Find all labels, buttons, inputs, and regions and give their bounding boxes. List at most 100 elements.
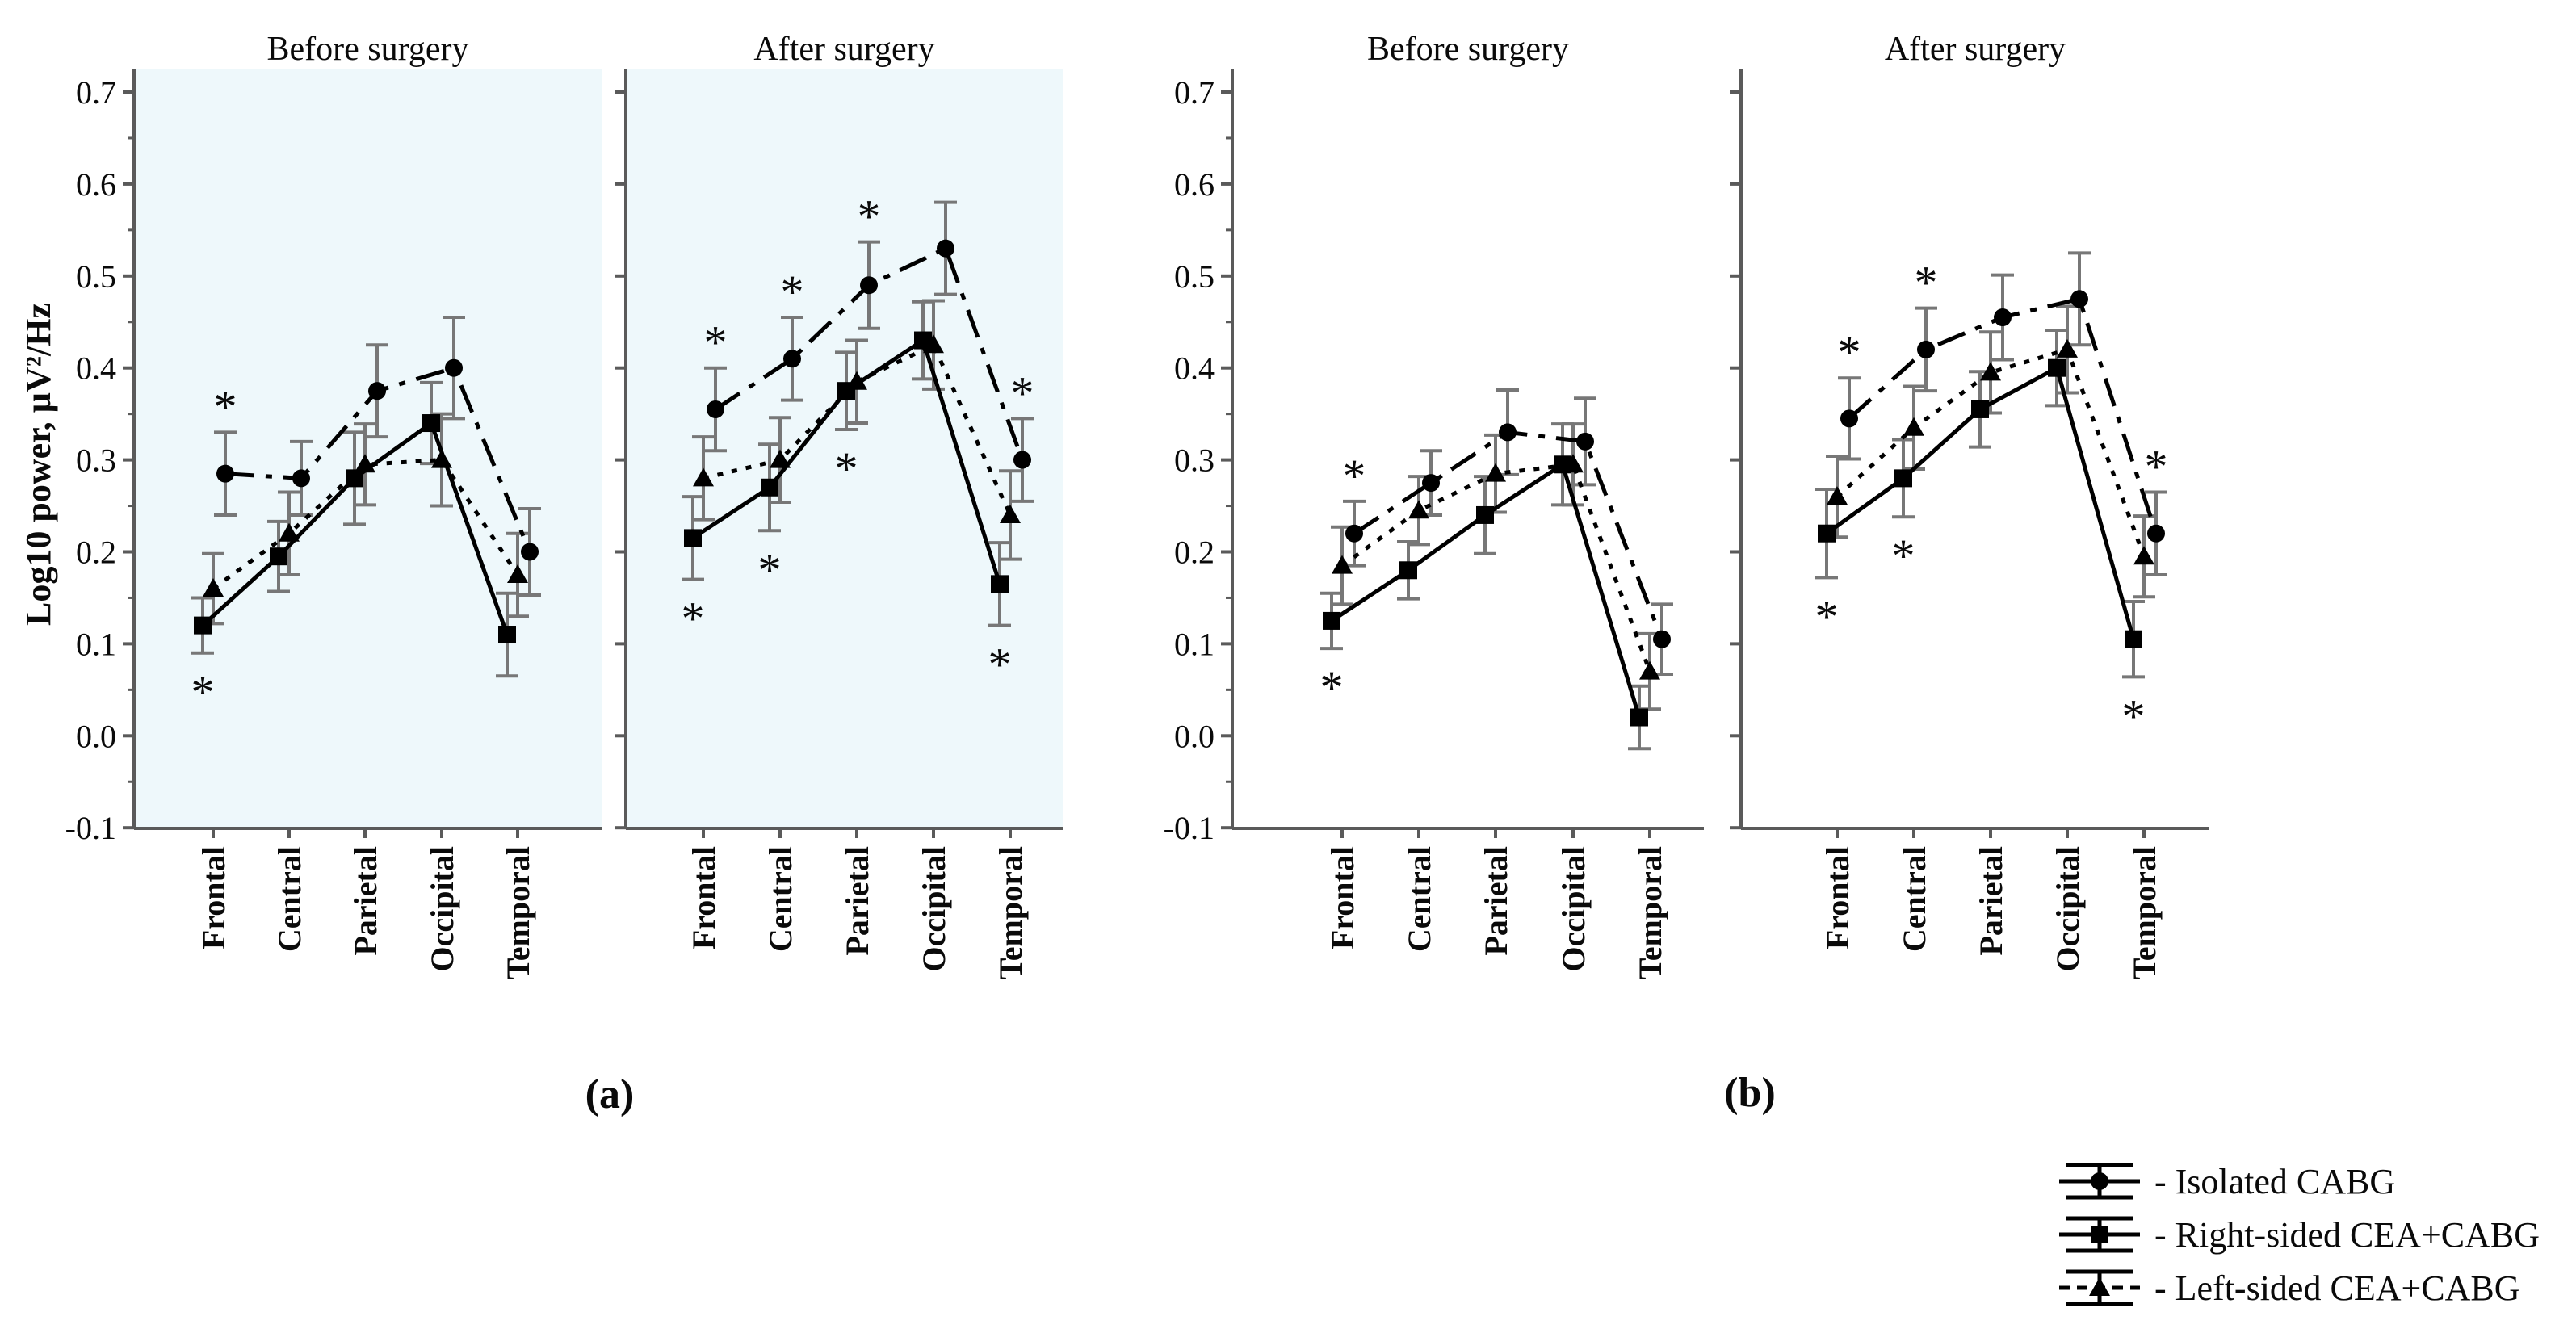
marker-triangle [279, 522, 300, 542]
marker-circle [860, 276, 878, 295]
marker-square [1399, 561, 1417, 580]
legend-label: - Isolated CABG [2154, 1162, 2395, 1201]
y-tick-label: -0.1 [1164, 810, 1215, 846]
marker-circle [445, 358, 463, 377]
marker-triangle [431, 449, 452, 468]
y-tick-label: 0.6 [76, 166, 116, 203]
y-tick-label: 0.5 [76, 258, 116, 295]
legend-label: - Right-sided CEA+CABG [2154, 1215, 2540, 1255]
significance-asterisk: * [781, 266, 804, 318]
x-category-label: Temporal [992, 846, 1029, 979]
y-tick-label: 0.4 [76, 350, 116, 387]
marker-square [991, 575, 1009, 593]
plot-background [134, 69, 602, 828]
panel-caption: (b) [1724, 1070, 1776, 1116]
x-category-label: Occipital [916, 846, 952, 972]
significance-asterisk: * [704, 316, 728, 369]
marker-circle [2070, 290, 2088, 308]
legend-label: - Left-sided CEA+CABG [2154, 1268, 2520, 1308]
x-category-label: Parietal [1478, 846, 1514, 956]
marker-circle [1653, 630, 1671, 648]
x-category-label: Frontal [1324, 846, 1361, 949]
marker-circle [1994, 308, 2012, 327]
y-tick-label: 0.3 [1174, 442, 1215, 479]
marker-triangle [2057, 338, 2078, 358]
marker-circle [1499, 423, 1517, 442]
marker-square [194, 616, 212, 635]
subplot-title: Before surgery [1367, 31, 1569, 68]
x-category-label: Frontal [1819, 846, 1856, 949]
legend-marker-square [2091, 1226, 2108, 1243]
y-tick-label: 0.0 [1174, 718, 1215, 754]
marker-circle [1345, 524, 1363, 543]
marker-triangle [923, 334, 944, 354]
x-category-label: Central [762, 846, 799, 952]
significance-asterisk: * [988, 639, 1012, 691]
marker-triangle [1563, 454, 1584, 473]
marker-square [1818, 524, 1836, 543]
marker-triangle [507, 564, 528, 583]
significance-asterisk: * [858, 191, 881, 243]
marker-triangle [693, 467, 714, 487]
marker-circle [216, 464, 234, 483]
marker-circle [1917, 340, 1935, 358]
significance-asterisk: * [1892, 530, 1915, 582]
x-category-label: Temporal [500, 846, 536, 979]
marker-circle [521, 543, 539, 561]
subplot-title: Before surgery [267, 31, 469, 68]
x-category-label: Occipital [2049, 846, 2086, 972]
y-tick-label: 0.2 [1174, 534, 1215, 571]
x-category-label: Parietal [839, 846, 875, 956]
x-category-label: Central [271, 846, 308, 952]
x-category-label: Temporal [2126, 846, 2163, 979]
significance-asterisk: * [1343, 450, 1366, 502]
x-category-label: Parietal [1973, 846, 2009, 956]
marker-square [684, 529, 702, 547]
y-tick-label: -0.1 [65, 810, 116, 846]
series-line-left_cea [212, 458, 520, 591]
y-tick-label: 0.3 [76, 442, 116, 479]
legend-marker-triangle [2089, 1277, 2110, 1296]
x-category-label: Frontal [195, 846, 232, 949]
significance-asterisk: * [1320, 661, 1344, 714]
marker-circle [707, 400, 724, 418]
series-line-left_cea [703, 342, 1013, 516]
x-category-label: Occipital [424, 846, 460, 972]
significance-asterisk: * [214, 380, 237, 433]
marker-square [1894, 469, 1912, 488]
x-category-label: Central [1896, 846, 1932, 952]
significance-asterisk: * [191, 666, 215, 719]
y-tick-label: 0.1 [1174, 626, 1215, 662]
marker-triangle [1639, 660, 1660, 680]
significance-asterisk: * [2122, 690, 2146, 742]
y-tick-label: 0.0 [76, 718, 116, 754]
y-tick-label: 0.4 [1174, 350, 1215, 387]
marker-square [1323, 611, 1340, 630]
marker-square [1971, 400, 1989, 418]
marker-square [270, 547, 287, 566]
marker-square [422, 414, 440, 433]
significance-asterisk: * [1915, 257, 1938, 309]
significance-asterisk: * [758, 543, 782, 596]
marker-triangle [203, 578, 224, 597]
legend-marker-circle [2091, 1172, 2108, 1190]
marker-circle [292, 469, 310, 488]
significance-asterisk: * [835, 442, 858, 495]
marker-triangle [1332, 555, 1353, 574]
marker-triangle [1485, 463, 1506, 482]
panel-caption: (a) [585, 1071, 635, 1117]
significance-asterisk: * [1838, 326, 1861, 379]
subplot-title: After surgery [1885, 31, 2066, 68]
marker-circle [1422, 474, 1440, 493]
significance-asterisk: * [682, 593, 705, 645]
marker-square [761, 478, 778, 497]
y-tick-label: 0.5 [1174, 258, 1215, 295]
y-tick-label: 0.6 [1174, 166, 1215, 203]
x-category-label: Central [1401, 846, 1437, 952]
marker-square [498, 626, 516, 644]
marker-circle [1840, 409, 1858, 428]
marker-circle [368, 382, 386, 400]
significance-asterisk: * [1011, 367, 1034, 419]
x-category-label: Parietal [347, 846, 384, 956]
